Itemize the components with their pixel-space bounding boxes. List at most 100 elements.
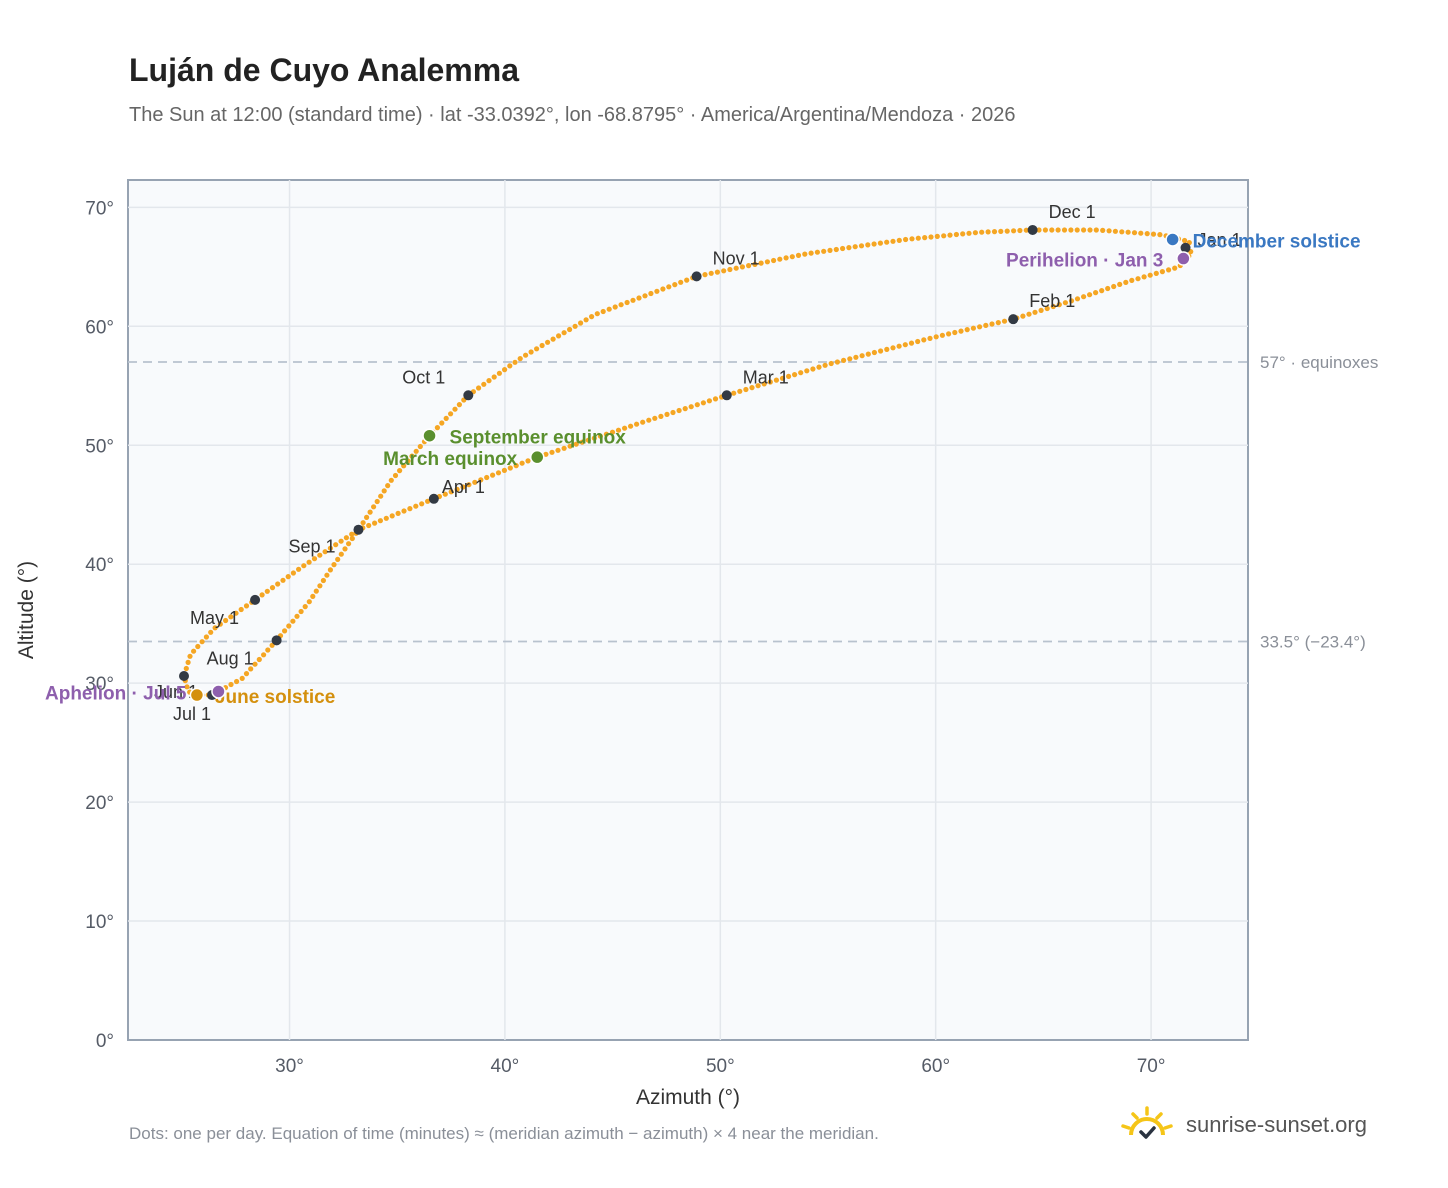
daily-sun-dot — [808, 250, 814, 256]
daily-sun-dot — [443, 415, 449, 421]
month-marker — [1008, 314, 1019, 325]
daily-sun-dot — [302, 604, 308, 610]
daily-sun-dot — [199, 639, 205, 645]
daily-sun-dot — [534, 346, 540, 352]
daily-sun-dot — [269, 585, 276, 591]
month-label: Jun 1 — [154, 682, 198, 702]
daily-sun-dot — [947, 232, 953, 238]
daily-sun-dot — [585, 437, 591, 443]
daily-sun-dot — [624, 299, 630, 306]
daily-sun-dot — [615, 427, 622, 433]
daily-sun-dot — [335, 556, 341, 563]
daily-sun-dot — [921, 337, 927, 343]
daily-sun-dot — [286, 623, 292, 629]
daily-sun-dot — [1055, 227, 1061, 233]
daily-sun-dot — [256, 656, 262, 663]
daily-sun-dot — [1159, 269, 1165, 275]
daily-sun-dot — [890, 238, 896, 244]
daily-sun-dot — [460, 484, 466, 490]
daily-sun-dot — [317, 583, 323, 589]
daily-sun-dot — [495, 470, 502, 476]
daily-sun-dot — [922, 235, 928, 241]
daily-sun-dot — [783, 255, 789, 261]
daily-sun-dot — [1061, 227, 1068, 233]
daily-sun-dot — [877, 240, 884, 246]
daily-sun-dot — [478, 477, 484, 483]
daily-sun-dot — [852, 244, 858, 250]
daily-sun-dot — [454, 486, 460, 492]
daily-sun-dot — [1131, 230, 1138, 236]
month-label: May 1 — [190, 608, 239, 628]
daily-sun-dot — [1182, 237, 1188, 244]
daily-sun-dot — [338, 538, 344, 544]
daily-sun-dot — [664, 411, 670, 417]
daily-sun-dot — [491, 374, 497, 380]
daily-sun-dot — [618, 302, 624, 308]
daily-sun-dot — [545, 339, 551, 345]
daily-sun-dot — [1036, 227, 1042, 233]
daily-sun-dot — [594, 311, 600, 317]
daily-sun-dot — [727, 266, 733, 273]
daily-sun-dot — [238, 606, 244, 613]
footnote: Dots: one per day. Equation of time (min… — [129, 1124, 879, 1143]
event-label: Aphelion · Jul 5 — [45, 683, 187, 704]
daily-sun-dot — [1153, 270, 1159, 276]
daily-sun-dot — [392, 472, 399, 479]
daily-sun-dot — [927, 335, 933, 341]
daily-sun-dot — [1081, 227, 1087, 233]
daily-sun-dot — [706, 398, 713, 404]
x-tick-label: 30° — [275, 1056, 304, 1077]
daily-sun-dot — [208, 629, 214, 635]
daily-sun-dot — [555, 447, 561, 453]
daily-sun-dot — [320, 577, 326, 584]
daily-sun-dot — [652, 415, 658, 421]
daily-sun-dot — [448, 411, 454, 417]
brand[interactable]: sunrise-sunset.org — [1120, 1100, 1367, 1150]
daily-sun-dot — [501, 467, 507, 473]
daily-sun-dot — [1068, 298, 1075, 304]
daily-sun-dot — [1138, 230, 1144, 236]
daily-sun-dot — [549, 449, 555, 455]
brand-name: sunrise-sunset.org — [1186, 1112, 1367, 1137]
daily-sun-dot — [939, 332, 946, 338]
daily-sun-dot — [371, 504, 377, 510]
daily-sun-dot — [746, 263, 752, 269]
daily-sun-dot — [388, 477, 394, 483]
daily-sun-dot — [282, 628, 288, 634]
daily-sun-dot — [636, 295, 642, 301]
plot-area — [127, 179, 1249, 1041]
grid-lines — [128, 180, 1248, 1040]
daily-sun-dot — [678, 279, 684, 285]
daily-sun-dot — [991, 229, 998, 235]
daily-sun-dot — [658, 413, 664, 419]
daily-sun-dot — [764, 259, 771, 265]
daily-sun-dot — [409, 453, 415, 459]
daily-sun-dot — [301, 563, 307, 569]
event-marker — [422, 428, 437, 443]
daily-sun-dot — [401, 463, 407, 469]
daily-sun-dot — [573, 441, 579, 447]
month-marker — [1027, 224, 1038, 235]
daily-sun-dot — [234, 678, 240, 685]
y-tick-label: 30° — [85, 674, 114, 695]
daily-sun-dot — [840, 245, 846, 252]
daily-sun-dot — [964, 327, 970, 333]
daily-sun-dot — [413, 448, 419, 454]
month-label: Jan 1 — [1198, 230, 1242, 250]
daily-sun-dot — [1147, 272, 1153, 278]
daily-sun-dot — [324, 572, 330, 578]
month-marker — [271, 635, 282, 646]
y-tick-label: 0° — [96, 1031, 114, 1052]
daily-sun-dot — [1011, 228, 1017, 234]
daily-sun-dot — [708, 270, 714, 276]
daily-sun-dot — [252, 661, 258, 667]
event-marker — [1176, 251, 1191, 266]
daily-sun-dot — [401, 508, 407, 514]
daily-sun-dot — [972, 230, 979, 236]
daily-sun-dot — [1166, 267, 1172, 273]
month-marker — [179, 671, 189, 682]
event-label: June solstice — [215, 687, 335, 708]
daily-sun-dot — [979, 229, 985, 235]
daily-sun-dot — [773, 377, 780, 383]
daily-sun-dot — [484, 474, 490, 481]
